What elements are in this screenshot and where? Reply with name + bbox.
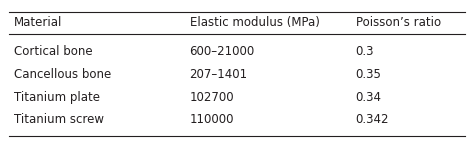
Text: 600–21000: 600–21000 bbox=[190, 45, 255, 58]
Text: Titanium plate: Titanium plate bbox=[14, 91, 100, 104]
Text: Titanium screw: Titanium screw bbox=[14, 113, 104, 127]
Text: Cortical bone: Cortical bone bbox=[14, 45, 93, 58]
Text: 0.35: 0.35 bbox=[356, 68, 382, 81]
Text: Poisson’s ratio: Poisson’s ratio bbox=[356, 15, 441, 29]
Text: Elastic modulus (MPa): Elastic modulus (MPa) bbox=[190, 15, 319, 29]
Text: 0.3: 0.3 bbox=[356, 45, 374, 58]
Text: 102700: 102700 bbox=[190, 91, 234, 104]
Text: Cancellous bone: Cancellous bone bbox=[14, 68, 111, 81]
Text: Material: Material bbox=[14, 15, 63, 29]
Text: 110000: 110000 bbox=[190, 113, 234, 127]
Text: 0.342: 0.342 bbox=[356, 113, 389, 127]
Text: 207–1401: 207–1401 bbox=[190, 68, 248, 81]
Text: 0.34: 0.34 bbox=[356, 91, 382, 104]
